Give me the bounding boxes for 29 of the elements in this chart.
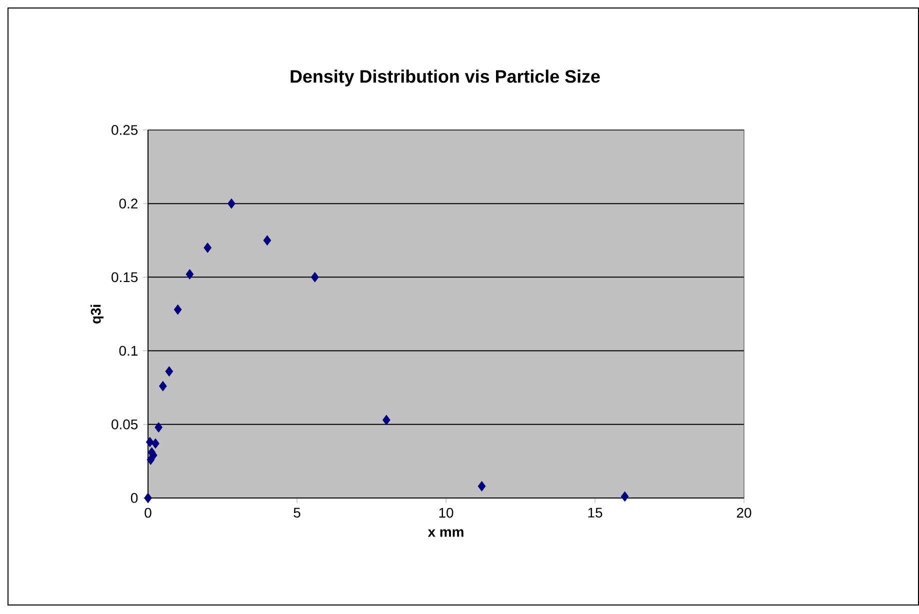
point (620, 491, 629, 502)
chart-title: Density Distribution vis Particle Size (290, 70, 600, 86)
point (263, 235, 272, 246)
y-axis-title: q3i (90, 304, 104, 324)
y-tick-label: 0.15 (112, 272, 138, 282)
point (165, 366, 174, 377)
point (228, 198, 236, 209)
point (144, 492, 152, 504)
point (310, 272, 319, 282)
x-tick-label: 0 (144, 508, 152, 518)
x-tick-label: 15 (588, 508, 602, 518)
x-axis-title: x mm (428, 529, 464, 537)
x-tick-label: 10 (439, 508, 454, 518)
point (382, 414, 390, 426)
point (478, 481, 486, 492)
point (152, 438, 160, 449)
y-tick-label: 0.2 (119, 198, 138, 209)
x-tick-label: 5 (294, 508, 300, 518)
point (174, 304, 182, 315)
point (154, 422, 163, 433)
point (186, 269, 194, 280)
x-tick-label: 20 (736, 508, 752, 518)
point (204, 242, 212, 253)
point (146, 436, 154, 448)
point (158, 380, 167, 392)
y-tick-label: 0.1 (119, 346, 138, 356)
y-tick-label: 0.05 (112, 419, 138, 430)
y-tick-label: 0.25 (112, 125, 138, 135)
y-tick-label: 0 (130, 493, 138, 503)
